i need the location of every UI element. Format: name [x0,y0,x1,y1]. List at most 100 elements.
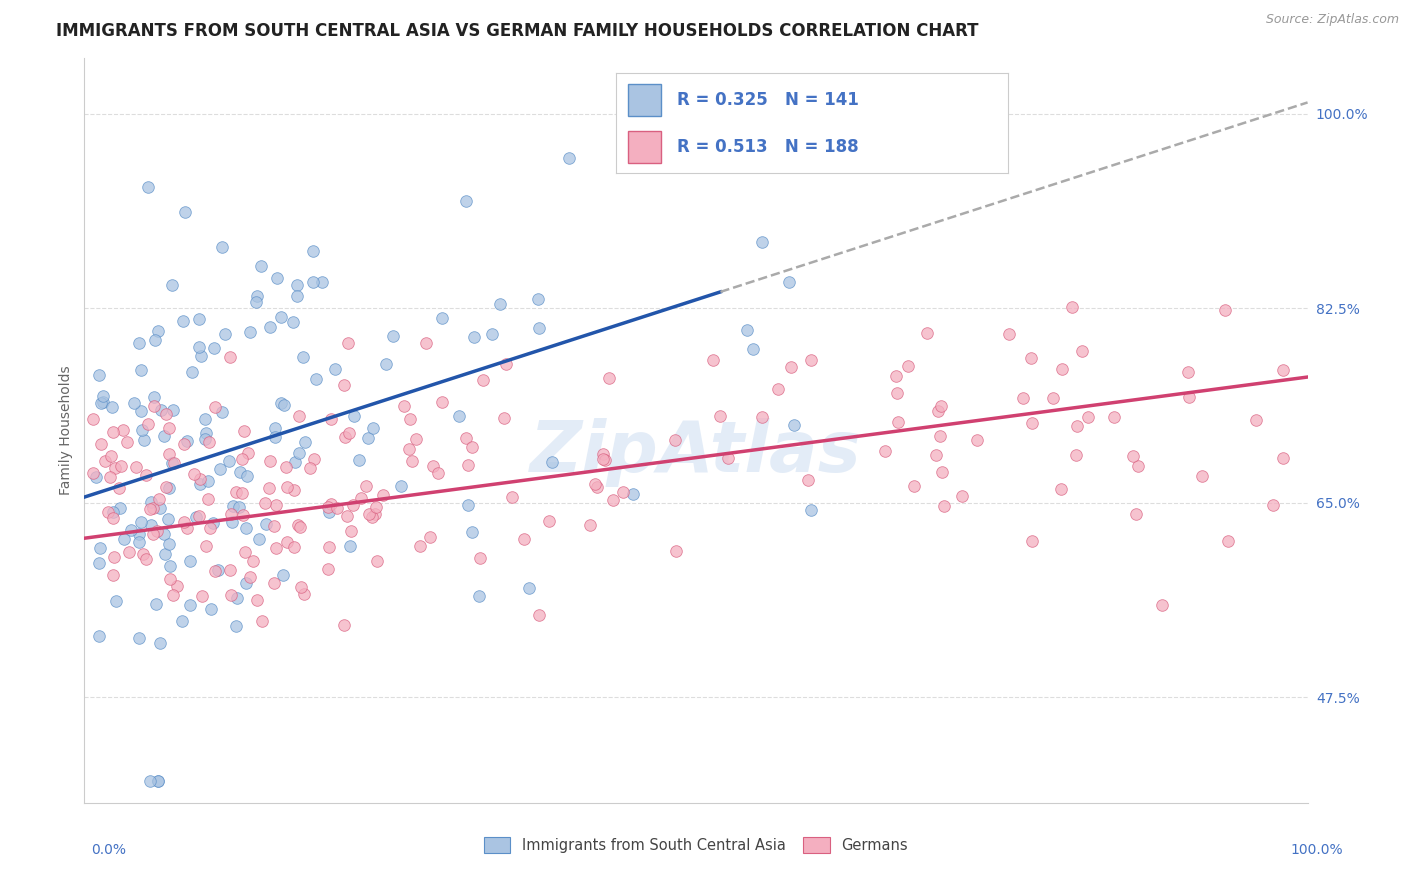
Point [337,425,360,440]
Point [173,515,195,529]
Point [238,446,260,460]
Point [242,554,264,568]
Point [90,437,112,451]
Point [897,359,920,374]
Point [222,500,245,514]
Text: IMMIGRANTS FROM SOUTH CENTRAL ASIA VS GERMAN FAMILY HOUSEHOLDS CORRELATION CHART: IMMIGRANTS FROM SOUTH CENTRAL ASIA VS GE… [56,22,979,40]
Point [207,563,229,577]
Point [235,521,257,535]
Point [143,399,166,413]
Point [924,448,946,462]
Point [366,554,388,568]
Point [783,418,806,433]
Point [107,481,129,495]
Point [598,370,620,384]
Point [87,556,110,570]
Point [160,278,183,293]
Point [623,487,645,501]
Text: ZipAtlas: ZipAtlas [530,418,862,487]
Point [209,462,232,476]
Point [148,491,170,506]
Point [101,425,124,439]
Point [929,399,952,413]
Point [259,320,281,334]
Point [929,428,952,442]
Point [467,589,489,603]
Point [188,472,211,486]
Point [194,432,217,446]
Point [91,389,114,403]
Point [290,580,312,594]
Point [363,507,385,521]
Point [132,547,155,561]
Point [301,244,323,258]
Point [263,519,285,533]
Point [239,325,262,339]
Point [200,602,222,616]
Point [472,373,495,387]
Point [527,608,550,623]
Point [1125,507,1147,521]
Point [350,491,373,506]
Point [290,520,312,534]
Point [84,469,107,483]
Point [1122,449,1144,463]
Point [157,447,180,461]
Point [235,469,257,483]
Point [281,315,304,329]
Point [456,194,478,208]
Point [915,326,938,340]
Point [460,440,482,454]
Point [337,336,360,351]
Point [468,551,491,566]
Point [398,442,420,456]
Point [235,576,257,591]
Point [592,452,614,467]
Point [540,455,562,469]
Point [336,508,359,523]
Point [1102,409,1125,424]
Point [751,409,773,424]
Point [1272,363,1295,377]
Point [225,485,247,500]
Point [1019,351,1042,365]
Point [263,430,285,444]
Point [98,470,121,484]
Point [271,567,294,582]
Point [148,773,170,788]
Point [259,454,281,468]
Point [288,409,311,423]
Point [90,396,112,410]
Point [103,549,125,564]
Point [124,396,146,410]
Point [139,495,162,509]
Point [155,408,177,422]
Point [187,340,209,354]
Point [82,411,104,425]
Point [409,539,432,553]
Point [228,500,250,515]
Point [128,526,150,541]
Point [128,336,150,351]
Point [135,552,157,566]
Point [1062,301,1084,315]
Point [270,310,292,325]
Point [190,349,212,363]
Legend: Immigrants from South Central Asia, Germans: Immigrants from South Central Asia, Germ… [478,831,914,859]
Point [304,451,326,466]
Point [187,509,209,524]
Point [276,534,298,549]
Point [595,453,617,467]
Point [495,357,517,371]
Point [766,382,789,396]
Point [316,562,339,576]
Point [932,499,955,513]
Point [538,514,561,528]
Point [884,368,907,383]
Point [702,352,724,367]
Point [157,481,180,495]
Point [179,554,201,568]
Point [218,350,240,364]
Point [270,396,292,410]
Point [82,466,104,480]
